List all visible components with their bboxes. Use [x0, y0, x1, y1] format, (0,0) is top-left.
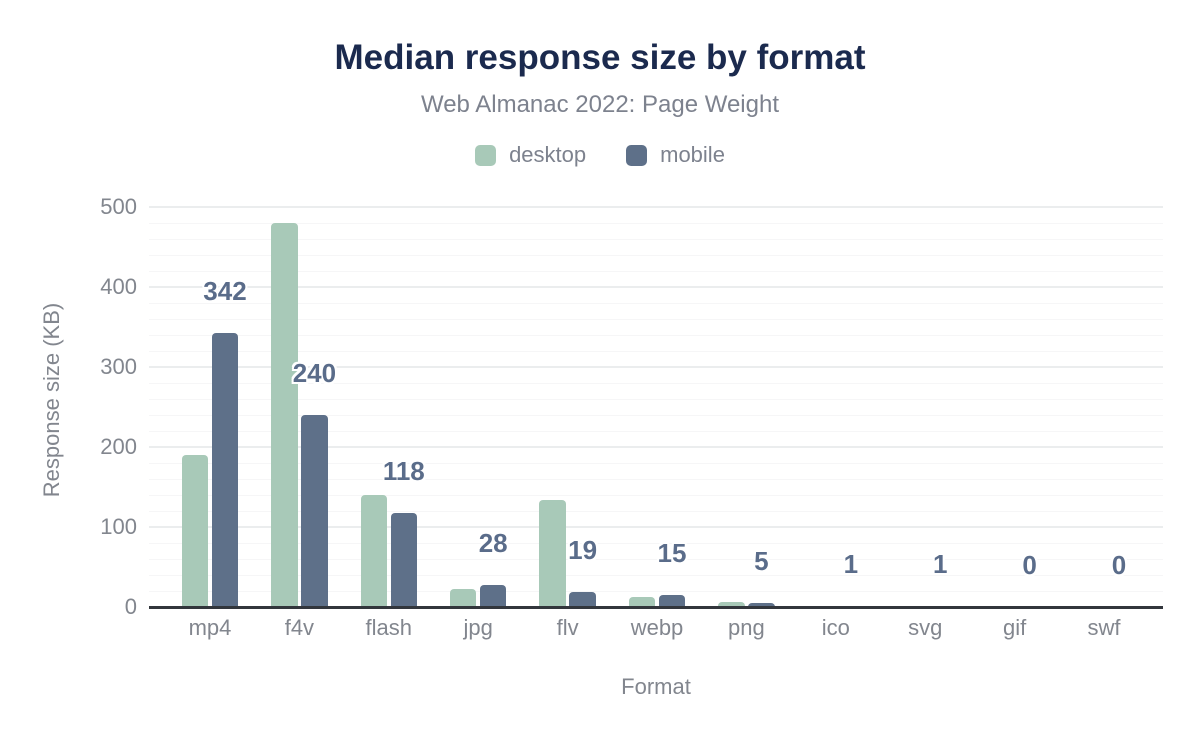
bar-desktop-flash[interactable]	[360, 495, 388, 607]
minor-gridline	[149, 254, 1163, 256]
x-tick-label-flash: flash	[365, 615, 413, 640]
minor-gridline	[149, 462, 1163, 464]
data-label-ico: 1	[843, 549, 859, 580]
bar-mobile-mp4[interactable]	[211, 333, 239, 607]
major-gridline	[149, 366, 1163, 368]
minor-gridline	[149, 590, 1163, 592]
data-label-swf: 0	[1111, 550, 1127, 580]
minor-gridline	[149, 574, 1163, 576]
data-label-webp: 15	[657, 538, 687, 568]
legend-item-mobile: mobile	[626, 142, 725, 168]
bar-mobile-png[interactable]	[748, 603, 775, 607]
bar-mobile-f4v[interactable]	[301, 415, 328, 607]
minor-gridline	[149, 494, 1163, 496]
major-gridline	[149, 526, 1163, 528]
y-tick-label: 500	[100, 194, 137, 219]
x-tick-label-mp4: mp4	[188, 615, 232, 640]
x-tick-label-png: png	[728, 615, 765, 640]
chart-title: Median response size by format	[334, 38, 866, 77]
minor-gridline	[149, 430, 1163, 432]
legend-label-mobile: mobile	[660, 142, 725, 167]
chart-subtitle: Web Almanac 2022: Page Weight	[420, 91, 779, 118]
x-tick-label-gif: gif	[1002, 615, 1027, 640]
x-tick-label-webp: webp	[630, 615, 684, 640]
x-tick-label-svg: svg	[908, 615, 943, 640]
legend: desktop mobile	[0, 142, 1200, 168]
minor-gridline	[149, 542, 1163, 544]
x-tick-label-f4v: f4v	[284, 615, 315, 640]
legend-label-desktop: desktop	[509, 142, 587, 167]
major-gridline	[149, 446, 1163, 448]
data-label-f4v: 240	[292, 358, 337, 388]
minor-gridline	[149, 334, 1163, 336]
minor-gridline	[149, 238, 1163, 240]
bar-mobile-webp[interactable]	[658, 595, 686, 607]
y-tick-label: 300	[100, 354, 137, 379]
y-tick-label: 100	[100, 514, 137, 539]
bar-mobile-flv[interactable]	[569, 591, 596, 607]
data-label-flv: 19	[568, 534, 598, 565]
y-tick-label: 0	[124, 594, 137, 619]
data-label-png: 5	[754, 546, 769, 576]
data-label-gif: 0	[1022, 550, 1037, 580]
minor-gridline	[149, 478, 1163, 480]
minor-gridline	[149, 350, 1163, 352]
x-tick-label-ico: ico	[821, 615, 850, 640]
data-label-jpg: 28	[478, 527, 508, 558]
minor-gridline	[149, 414, 1163, 416]
x-axis-line	[149, 605, 1163, 609]
x-tick-label-flv: flv	[556, 615, 579, 640]
data-label-svg: 1	[932, 549, 948, 580]
minor-gridline	[149, 398, 1163, 400]
bar-desktop-mp4[interactable]	[181, 455, 209, 607]
minor-gridline	[149, 318, 1163, 320]
minor-gridline	[149, 302, 1163, 304]
x-tick-label-swf: swf	[1087, 615, 1121, 640]
minor-gridline	[149, 382, 1163, 384]
data-label-flash: 118	[382, 455, 425, 486]
major-gridline	[149, 286, 1163, 288]
y-tick-label: 400	[100, 274, 137, 299]
minor-gridline	[149, 270, 1163, 272]
legend-item-desktop: desktop	[475, 142, 586, 168]
bar-mobile-flash[interactable]	[390, 512, 418, 607]
bar-desktop-flv[interactable]	[539, 499, 566, 607]
y-axis-title: Response size (KB)	[39, 302, 64, 498]
bar-desktop-jpg[interactable]	[449, 589, 477, 607]
x-tick-label-jpg: jpg	[463, 615, 493, 640]
minor-gridline	[149, 222, 1163, 224]
legend-swatch-mobile	[626, 144, 648, 166]
bar-desktop-f4v[interactable]	[271, 223, 298, 607]
major-gridline	[149, 206, 1163, 208]
bar-mobile-jpg[interactable]	[479, 584, 507, 607]
bar-desktop-png[interactable]	[718, 602, 745, 607]
data-label-mp4: 342	[203, 276, 247, 307]
minor-gridline	[149, 558, 1163, 560]
x-axis-title: Format	[621, 674, 691, 699]
legend-swatch-desktop	[475, 144, 497, 166]
y-tick-label: 200	[100, 434, 137, 459]
bar-desktop-webp[interactable]	[628, 597, 656, 607]
minor-gridline	[149, 510, 1163, 512]
